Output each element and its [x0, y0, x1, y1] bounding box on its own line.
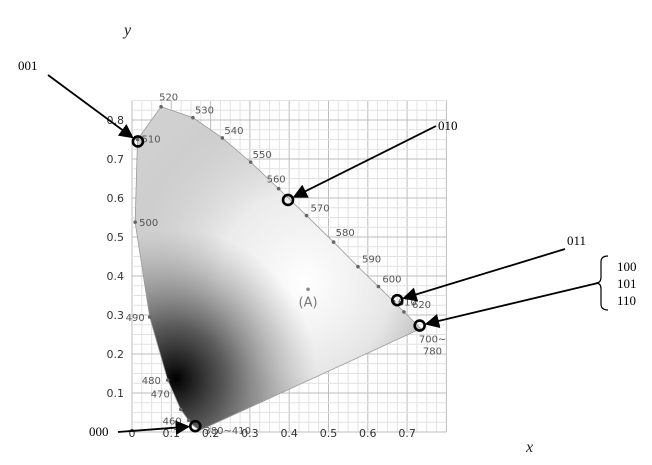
illuminant-label: (A): [299, 295, 318, 310]
wavelength-dot: [147, 315, 152, 319]
wavelength-dot: [159, 104, 163, 109]
marked-point-ring: [131, 135, 145, 148]
x-tick-label: 0.3: [241, 427, 259, 440]
x-tick-label: 0.5: [320, 427, 338, 440]
annotation-arrow: [47, 74, 134, 139]
wavelength-label-line: 530: [195, 106, 214, 117]
annotation-arrow: [402, 248, 566, 302]
wavelength-label: 470: [151, 389, 170, 400]
axes: 0 0.1 0.2 0.3 0.4 0.5 0.6 0.70.10.20.30.40.50.6…: [107, 22, 534, 456]
wavelength-dot: [178, 407, 183, 412]
wavelength-dot: [133, 220, 137, 224]
locus-outline: [134, 106, 422, 431]
wavelength-dot: [220, 136, 225, 140]
wavelength-label: 510: [142, 135, 161, 146]
wavelength-label: 600: [382, 275, 401, 286]
wavelength-dot: [186, 418, 191, 423]
wavelength-label-line: 780: [423, 347, 442, 358]
wavelength-label: 590: [362, 255, 381, 266]
wavelength-label-line: 600: [382, 275, 401, 286]
wavelength-dot: [135, 137, 140, 142]
illuminant-dot: [306, 287, 310, 292]
wavelength-dot: [191, 115, 195, 120]
illuminant-a: (A): [299, 287, 318, 310]
code-label: 000: [89, 424, 109, 439]
code-label: 010: [438, 118, 458, 133]
wavelength-label-line: 480: [142, 376, 161, 387]
wavelength-dot: [356, 264, 360, 269]
wavelength-dot: [248, 160, 253, 164]
x-tick-label: 0.4: [280, 427, 298, 440]
bracket: [595, 255, 609, 311]
wavelength-label: 480: [142, 376, 161, 387]
y-tick-label: 0.4: [107, 270, 125, 283]
annotation-arrow: [424, 282, 599, 328]
code-label: 100: [617, 259, 637, 274]
code-annotations: 001 010 011 000 100 101 110: [18, 58, 637, 439]
marked-point-ring: [281, 193, 295, 207]
wavelength-label-line: 460: [163, 416, 182, 427]
wavelength-label-line: 610: [398, 298, 417, 309]
y-tick-label: 0.2: [107, 348, 125, 361]
wavelength-label: 580: [336, 228, 355, 239]
wavelength-label: 610: [398, 298, 417, 309]
wavelength-label-line: 700~: [419, 335, 446, 346]
wavelength-label-line: 550: [253, 150, 272, 161]
y-axis-label: y: [122, 22, 132, 39]
wavelength-label-line: 470: [151, 389, 170, 400]
wavelength-dot: [402, 310, 406, 314]
code-label: 110: [617, 293, 636, 308]
wavelength-label-line: 620: [412, 300, 431, 311]
x-axis-label: x: [525, 439, 533, 456]
wavelength-label-line: 560: [267, 175, 286, 186]
wavelength-label: 500: [139, 218, 158, 229]
marked-points: [131, 135, 426, 433]
marked-point-ring: [188, 419, 202, 433]
wavelength-markers: 460 470 480 490 500 510 520 530 540 550 560 570 580 5…: [126, 93, 447, 437]
y-tick-label: 0.7: [107, 153, 125, 166]
x-tick-label: 0.7: [398, 427, 416, 440]
wavelength-label: 380~410: [204, 426, 251, 437]
wavelength-label-line: 580: [336, 228, 355, 239]
y-tick-label: 0.6: [107, 192, 125, 205]
x-tick-label: 0.6: [359, 427, 377, 440]
wavelength-label-line: 540: [224, 126, 243, 137]
wavelength-label: 560: [267, 175, 286, 186]
wavelength-label: 530: [195, 106, 214, 117]
wavelength-label: 700~ 780: [419, 335, 446, 358]
wavelength-label: 550: [253, 150, 272, 161]
x-tick-label: 0.2: [202, 427, 220, 440]
wavelength-dot: [276, 186, 281, 191]
wavelength-dot: [376, 284, 381, 289]
wavelength-dot: [304, 213, 309, 218]
wavelength-label: 520: [159, 93, 178, 104]
wavelength-label: 570: [310, 204, 329, 215]
wavelength-label: 460: [163, 416, 182, 427]
y-tick-label: 0.5: [107, 231, 125, 244]
code-label: 101: [617, 276, 637, 291]
wavelength-label-line: 510: [142, 135, 161, 146]
marked-point-ring: [413, 319, 426, 332]
wavelength-label-line: 380~410: [204, 426, 251, 437]
wavelength-label: 540: [224, 126, 243, 137]
code-label: 001: [18, 58, 38, 73]
wavelength-dot: [165, 378, 170, 382]
wavelength-label: 490: [126, 313, 145, 324]
wavelength-dot: [331, 240, 336, 244]
wavelength-label-line: 520: [159, 93, 178, 104]
wavelength-label-line: 500: [139, 218, 158, 229]
wavelength-label-line: 570: [310, 204, 329, 215]
annotation-arrow: [292, 125, 437, 198]
y-tick-label: 0.1: [107, 387, 125, 400]
wavelength-label-line: 590: [362, 255, 381, 266]
x-tick-label: 0: [129, 427, 136, 440]
y-tick-label: 0.8: [107, 114, 125, 127]
code-label: 011: [567, 233, 586, 248]
y-tick-label: 0.3: [107, 309, 125, 322]
wavelength-label-line: 490: [126, 313, 145, 324]
annotation-arrow: [117, 420, 191, 435]
wavelength-label: 620: [412, 300, 431, 311]
